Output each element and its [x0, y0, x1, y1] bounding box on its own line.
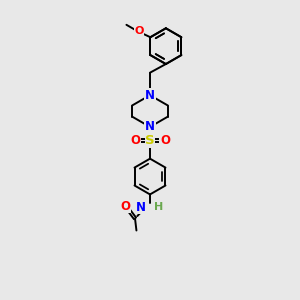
- Text: O: O: [134, 26, 143, 36]
- Text: O: O: [121, 200, 131, 213]
- Text: O: O: [130, 134, 140, 147]
- Text: S: S: [145, 134, 155, 147]
- Text: H: H: [154, 202, 164, 212]
- Text: N: N: [145, 120, 155, 134]
- Text: N: N: [136, 201, 146, 214]
- Text: N: N: [145, 89, 155, 102]
- Text: O: O: [160, 134, 170, 147]
